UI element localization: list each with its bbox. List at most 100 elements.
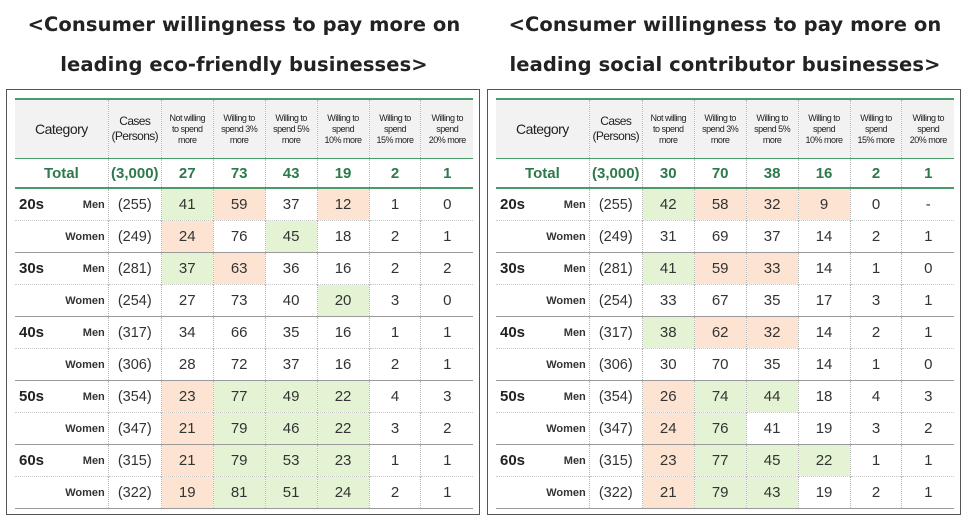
header-cases-line: (Persons) <box>111 129 159 143</box>
table-cell: 72 <box>212 348 266 381</box>
table-row: Women (306) 28 72 37 16 2 1 <box>15 348 473 381</box>
table-cell: 0 <box>901 252 954 285</box>
social-contributor-title: <Consumer willingness to pay more on lea… <box>487 0 963 85</box>
header-col-4-line: 10% more <box>805 134 844 145</box>
table-cell: 1 <box>420 476 473 509</box>
gender-label: Men <box>527 380 590 413</box>
table-cell: 81 <box>212 476 266 509</box>
cases-count: (255) <box>107 187 162 221</box>
gender-label: Women <box>46 348 109 381</box>
table-cell: 14 <box>797 348 851 381</box>
table-row: Women (254) 33 67 35 17 3 1 <box>496 284 954 317</box>
header-col-4-line: spend <box>813 123 836 134</box>
table-cell: 42 <box>641 187 695 221</box>
cases-count: (281) <box>107 252 162 285</box>
header-col-3-line: Willing to <box>756 112 788 123</box>
table-cell: 19 <box>160 476 214 509</box>
table-cell: 17 <box>797 284 851 317</box>
table-cell: 79 <box>212 412 266 445</box>
table-cell: 36 <box>264 252 318 285</box>
header-col-3: Willing to spend 5% more <box>264 98 318 159</box>
table-cell: 19 <box>797 412 851 445</box>
table-row: 50s Men (354) 26 74 44 18 4 3 <box>496 380 954 413</box>
table-cell: 1 <box>368 316 421 349</box>
header-col-3: Willing to spend 5% more <box>745 98 799 159</box>
table-cell: 73 <box>212 284 266 317</box>
header-col-6-line: 20% more <box>428 134 467 145</box>
gender-label: Women <box>527 476 590 509</box>
gender-label: Men <box>46 252 109 285</box>
total-row: Total (3,000) 27 73 43 19 2 1 <box>15 158 473 189</box>
cases-count: (306) <box>588 348 643 381</box>
table-cell: 2 <box>420 412 473 445</box>
table-cell: 63 <box>212 252 266 285</box>
header-col-5: Willing to spend 15% more <box>849 98 902 159</box>
table-cell: 1 <box>849 348 902 381</box>
table-cell: 77 <box>693 444 747 477</box>
table-cell: 16 <box>316 316 370 349</box>
header-col-1-line: more <box>177 134 197 145</box>
table-cell: 2 <box>368 220 421 253</box>
header-col-2-line: Willing to <box>704 112 736 123</box>
table-cell: 59 <box>212 187 266 221</box>
table-cell: 53 <box>264 444 318 477</box>
table-cell: 51 <box>264 476 318 509</box>
table-row: Women (249) 24 76 45 18 2 1 <box>15 220 473 253</box>
age-group <box>15 476 47 509</box>
table-cell: 37 <box>264 348 318 381</box>
table-cell: 20 <box>316 284 370 317</box>
table-cell: 4 <box>368 380 421 413</box>
header-row: Category Cases (Persons) Not willing to spen… <box>15 98 473 159</box>
total-value: 19 <box>316 158 370 189</box>
header-cases-line: Cases <box>119 114 151 128</box>
social-contributor-panel: <Consumer willingness to pay more on lea… <box>487 0 963 515</box>
age-group: 50s <box>496 380 528 413</box>
table-cell: 3 <box>849 412 902 445</box>
table-cell: 77 <box>212 380 266 413</box>
table-row: 60s Men (315) 21 79 53 23 1 1 <box>15 444 473 477</box>
table-cell: 33 <box>745 252 799 285</box>
age-group <box>15 412 47 445</box>
table-cell: 22 <box>316 412 370 445</box>
table-row: Women (322) 21 79 43 19 2 1 <box>496 476 954 509</box>
table-cell: 43 <box>745 476 799 509</box>
table-row: 30s Men (281) 37 63 36 16 2 2 <box>15 252 473 285</box>
table-cell: 2 <box>368 348 421 381</box>
header-col-5-line: 15% more <box>376 134 414 145</box>
table-cell: 1 <box>901 316 954 349</box>
table-cell: 1 <box>368 187 421 221</box>
eco-friendly-table-frame: Category Cases (Persons) Not willing to spen… <box>6 89 480 515</box>
eco-friendly-table: Category Cases (Persons) Not willing to spen… <box>15 98 473 509</box>
gender-label: Women <box>527 284 590 317</box>
table-cell: 66 <box>212 316 266 349</box>
table-cell: 35 <box>264 316 318 349</box>
header-col-5-line: spend <box>864 123 888 134</box>
age-group <box>496 220 528 253</box>
cases-count: (317) <box>107 316 162 349</box>
header-cases: Cases (Persons) <box>588 98 643 159</box>
header-col-3-line: Willing to <box>275 112 307 123</box>
table-cell: 23 <box>641 444 695 477</box>
table-cell: 3 <box>368 412 421 445</box>
age-group: 40s <box>496 316 528 349</box>
age-group: 40s <box>15 316 47 349</box>
header-col-6-line: 20% more <box>909 134 948 145</box>
age-group: 60s <box>15 444 47 477</box>
table-cell: 1 <box>849 444 902 477</box>
cases-count: (315) <box>588 444 643 477</box>
header-col-5-line: Willing to <box>379 112 411 123</box>
total-value: 73 <box>212 158 266 189</box>
table-cell: 37 <box>745 220 799 253</box>
header-col-5-line: 15% more <box>857 134 895 145</box>
table-cell: 30 <box>641 348 695 381</box>
table-cell: 2 <box>420 252 473 285</box>
table-cell: 12 <box>316 187 370 221</box>
header-col-4-line: 10% more <box>324 134 363 145</box>
cases-count: (322) <box>107 476 162 509</box>
table-cell: 37 <box>264 187 318 221</box>
header-col-4: Willing to spend 10% more <box>797 98 851 159</box>
table-cell: 3 <box>368 284 421 317</box>
age-group <box>15 284 47 317</box>
table-cell: 18 <box>797 380 851 413</box>
age-group: 60s <box>496 444 528 477</box>
